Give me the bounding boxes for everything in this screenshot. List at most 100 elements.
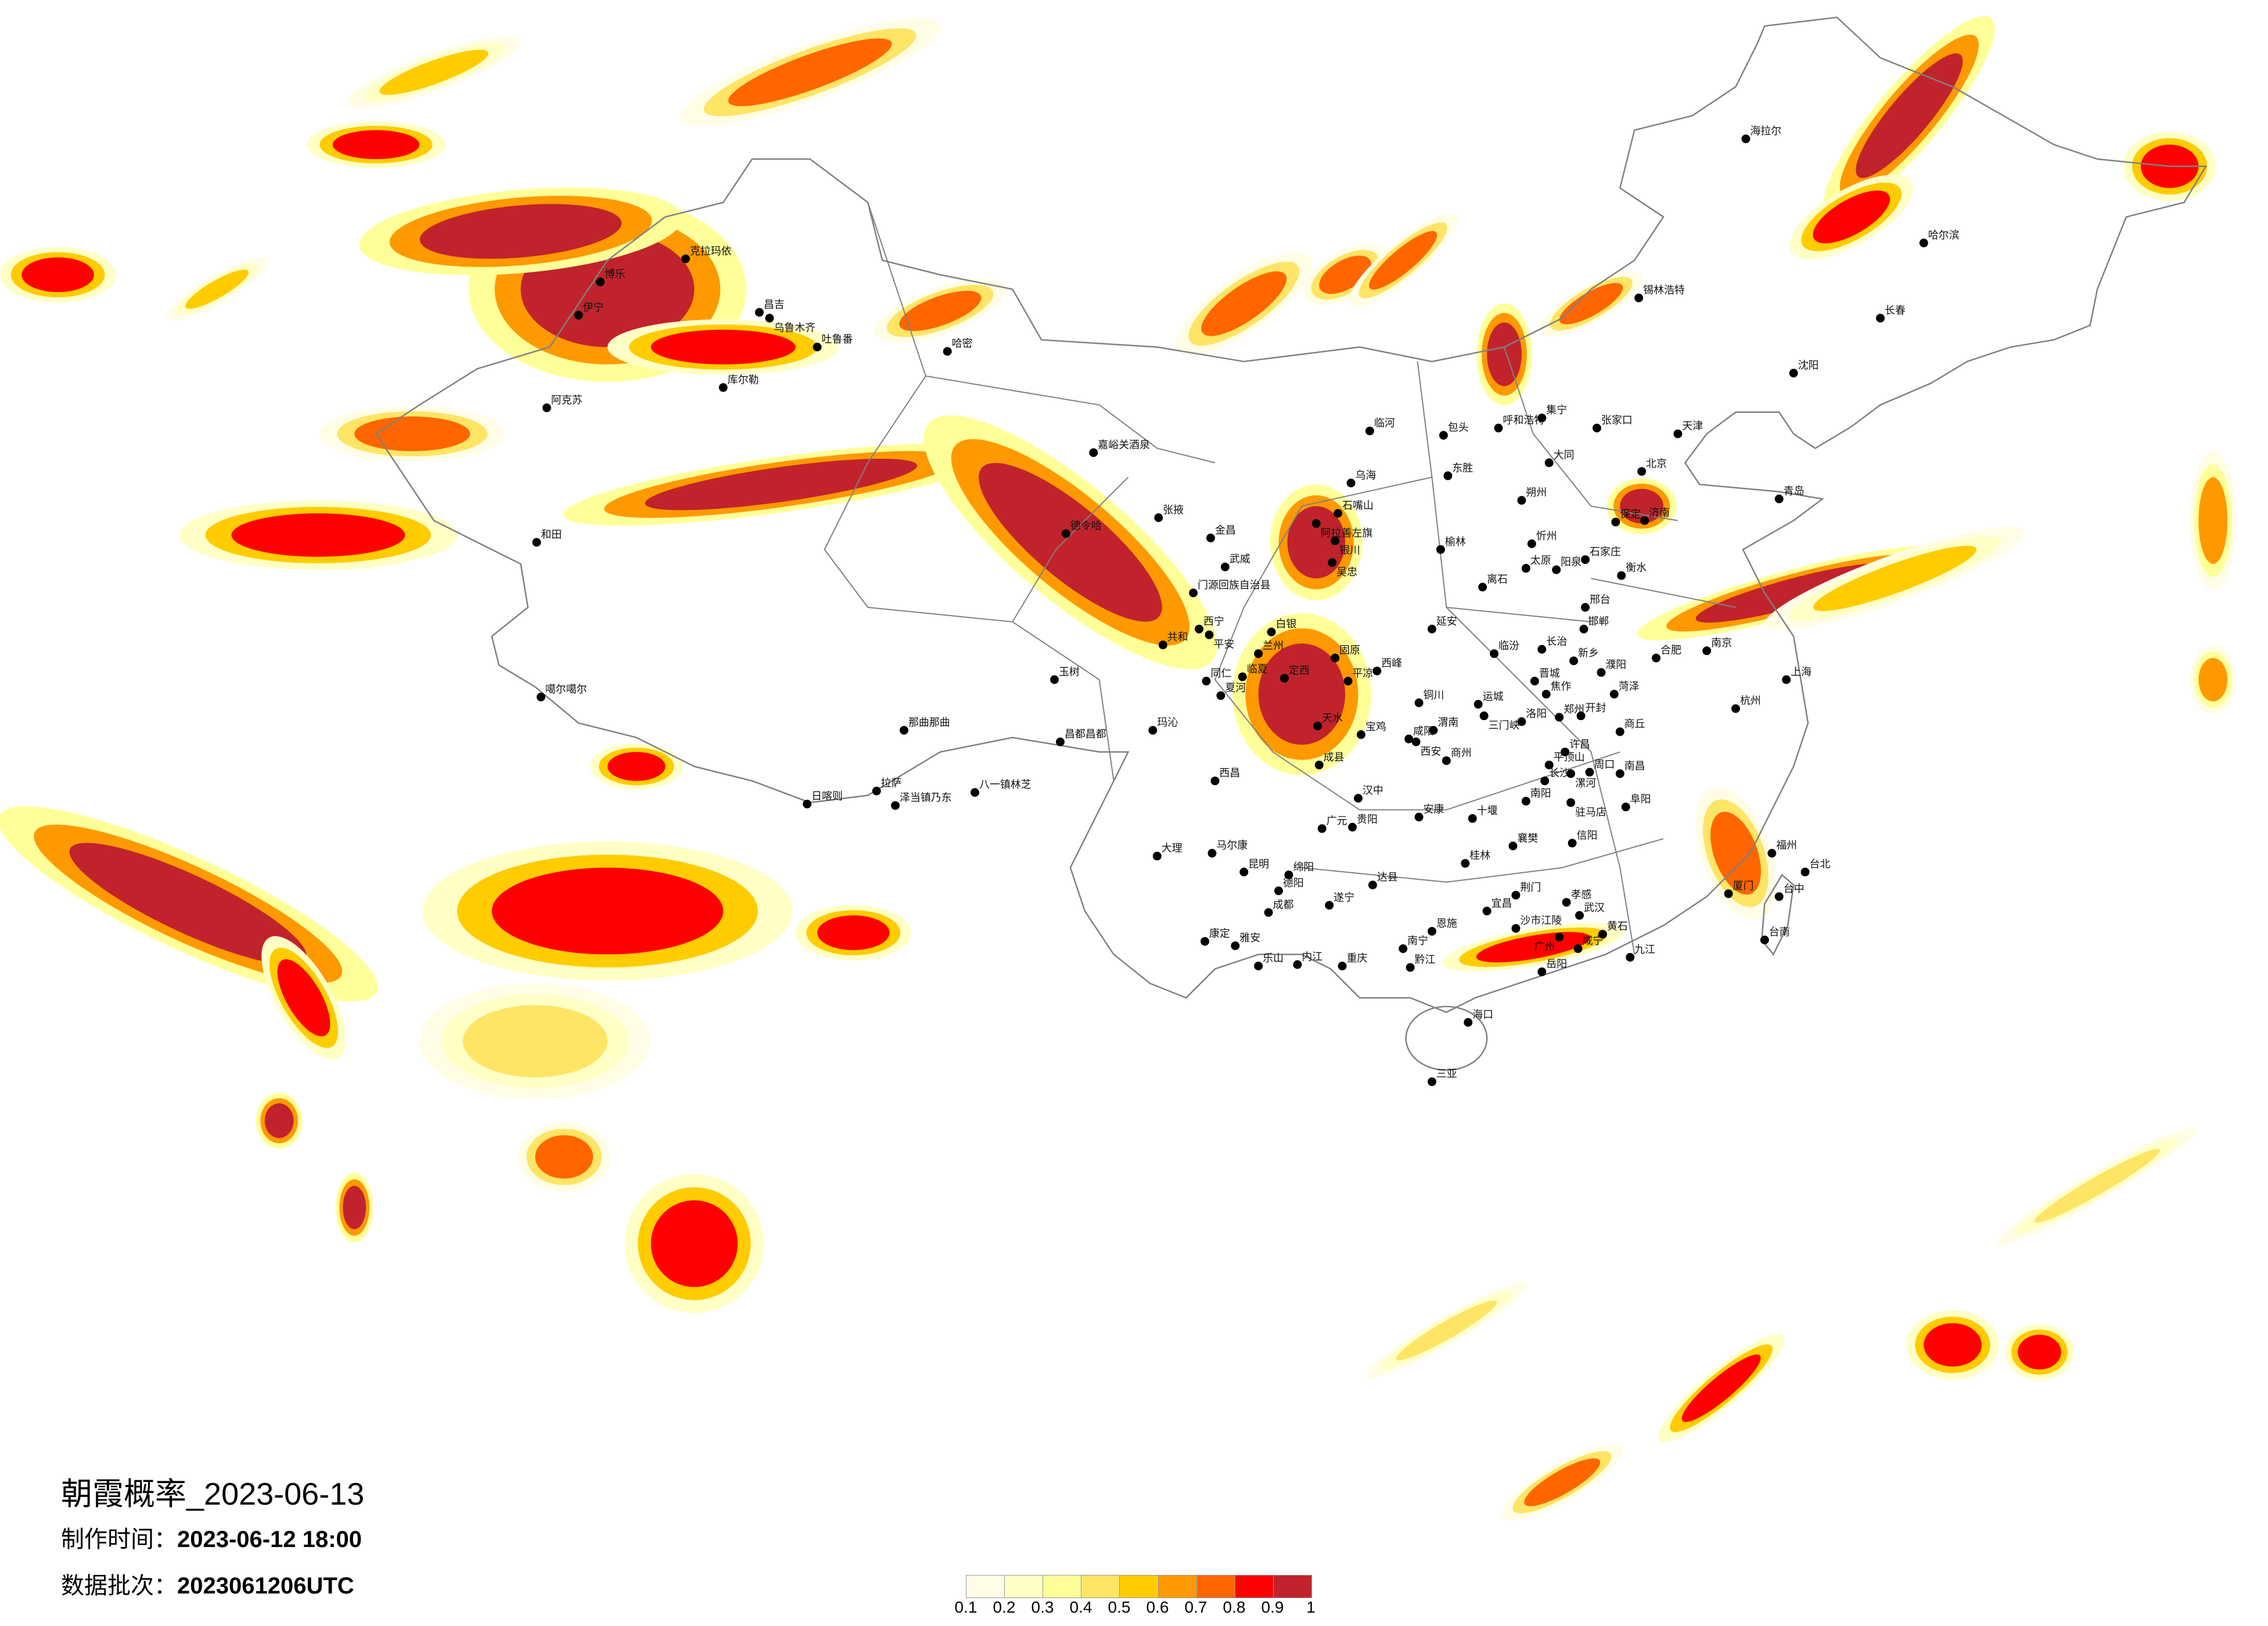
- city-dot: [1411, 738, 1421, 746]
- probability-area: [231, 513, 405, 557]
- city-marker: 哈尔滨: [1919, 229, 1960, 247]
- city-marker: 白银: [1267, 618, 1296, 636]
- city-marker: 银川: [1331, 536, 1360, 557]
- city-dot: [1511, 924, 1521, 933]
- probability-area: [1681, 1354, 1761, 1422]
- city-dot: [1317, 824, 1327, 833]
- city-dot: [1592, 423, 1601, 433]
- city-marker: 开封: [1576, 702, 1606, 721]
- legend-swatch: [966, 1575, 1005, 1598]
- city-marker: 天水: [1313, 713, 1343, 731]
- city-marker: 武汉: [1575, 902, 1605, 920]
- legend-label: 0.9: [1261, 1598, 1284, 1616]
- city-label: 重庆: [1347, 952, 1368, 965]
- city-dot: [1478, 582, 1487, 592]
- city-label: 临河: [1374, 418, 1395, 430]
- city-marker: 台南: [1760, 926, 1790, 945]
- city-dot: [1566, 769, 1576, 778]
- city-label: 张掖: [1163, 504, 1184, 516]
- city-marker: 咸阳: [1404, 725, 1434, 743]
- city-dot: [1521, 564, 1530, 573]
- city-dot: [1354, 794, 1363, 803]
- city-dot: [1314, 760, 1324, 769]
- city-label: 黔江: [1415, 954, 1436, 966]
- city-dot: [1634, 293, 1644, 303]
- probability-area: [1620, 488, 1663, 524]
- city-label: 阳泉: [1561, 556, 1582, 569]
- city-label: 昆明: [1248, 858, 1269, 870]
- city-marker: 同仁: [1202, 667, 1231, 686]
- city-label: 德阳: [1283, 877, 1304, 890]
- city-marker: 周口: [1585, 758, 1615, 777]
- city-marker: 黄石: [1598, 920, 1628, 939]
- city-dot: [1479, 711, 1489, 721]
- city-dot: [542, 403, 551, 412]
- city-dot: [532, 538, 541, 547]
- city-dot: [1555, 933, 1564, 942]
- city-dot: [891, 801, 900, 810]
- city-marker: 邯郸: [1579, 616, 1609, 634]
- city-marker: 乐山: [1254, 952, 1284, 970]
- city-dot: [1724, 889, 1733, 898]
- city-marker: 十堰: [1468, 805, 1498, 823]
- city-label: 忻州: [1536, 530, 1557, 542]
- city-dot: [1652, 653, 1661, 663]
- legend-label: 0.4: [1069, 1598, 1092, 1616]
- probability-area: [185, 269, 249, 309]
- city-label: 玉树: [1059, 666, 1080, 678]
- probability-area: [817, 915, 890, 951]
- city-dot: [1274, 886, 1284, 895]
- city-marker: 恩施: [1428, 918, 1457, 936]
- city-marker: 玛沁: [1148, 717, 1178, 735]
- city-marker: 临汾: [1490, 640, 1519, 659]
- city-dot: [1158, 641, 1167, 650]
- city-marker: 漯河: [1566, 769, 1596, 790]
- city-marker: 临河: [1365, 418, 1395, 436]
- legend-label: 0.2: [993, 1598, 1016, 1616]
- city-label: 商丘: [1624, 718, 1645, 731]
- city-dot: [1061, 529, 1070, 538]
- city-marker: 乌海: [1346, 469, 1376, 488]
- legend-swatch: [1043, 1575, 1082, 1598]
- city-label: 海口: [1472, 1009, 1493, 1021]
- city-dot: [1404, 735, 1414, 743]
- city-marker: 青岛: [1774, 485, 1805, 503]
- city-dot: [1343, 677, 1353, 686]
- city-marker: 黔江: [1406, 954, 1436, 972]
- legend-swatch: [1005, 1575, 1044, 1598]
- city-label: 南阳: [1530, 787, 1551, 800]
- city-dot: [1555, 713, 1564, 722]
- city-label: 贵阳: [1357, 814, 1378, 826]
- city-label: 哈密: [952, 338, 973, 350]
- city-dot: [1508, 841, 1518, 851]
- city-label: 平顶山: [1554, 751, 1585, 764]
- city-dot: [1609, 689, 1619, 699]
- city-label: 漯河: [1575, 778, 1596, 790]
- city-label: 上海: [1791, 666, 1811, 678]
- city-dot: [1640, 516, 1649, 525]
- city-marker: 平顶山: [1544, 751, 1585, 769]
- city-marker: 西宁: [1195, 616, 1224, 634]
- legend-swatch: [1273, 1575, 1311, 1598]
- city-dot: [1311, 519, 1321, 528]
- probability-area: [1856, 53, 1963, 178]
- city-label: 洛阳: [1526, 708, 1547, 720]
- city-marker: 忻州: [1527, 530, 1557, 548]
- city-dot: [1552, 565, 1561, 574]
- city-label: 吴忠: [1336, 566, 1357, 578]
- city-label: 荆门: [1520, 882, 1541, 894]
- city-marker: 包头: [1439, 422, 1469, 440]
- city-label: 哈尔滨: [1928, 229, 1960, 242]
- city-label: 阿克苏: [551, 394, 583, 406]
- probability-area: [332, 130, 420, 159]
- city-dot: [943, 347, 952, 356]
- probability-area: [277, 959, 330, 1037]
- city-marker: 桂林: [1461, 850, 1490, 868]
- city-marker: 洛阳: [1517, 708, 1547, 726]
- city-marker: 阜阳: [1621, 793, 1651, 812]
- city-marker: 西峰: [1372, 657, 1402, 675]
- city-dot: [1537, 645, 1547, 654]
- city-marker: 济南: [1640, 507, 1670, 525]
- city-marker: 阿拉善左旗: [1311, 519, 1372, 539]
- city-dot: [1346, 479, 1356, 488]
